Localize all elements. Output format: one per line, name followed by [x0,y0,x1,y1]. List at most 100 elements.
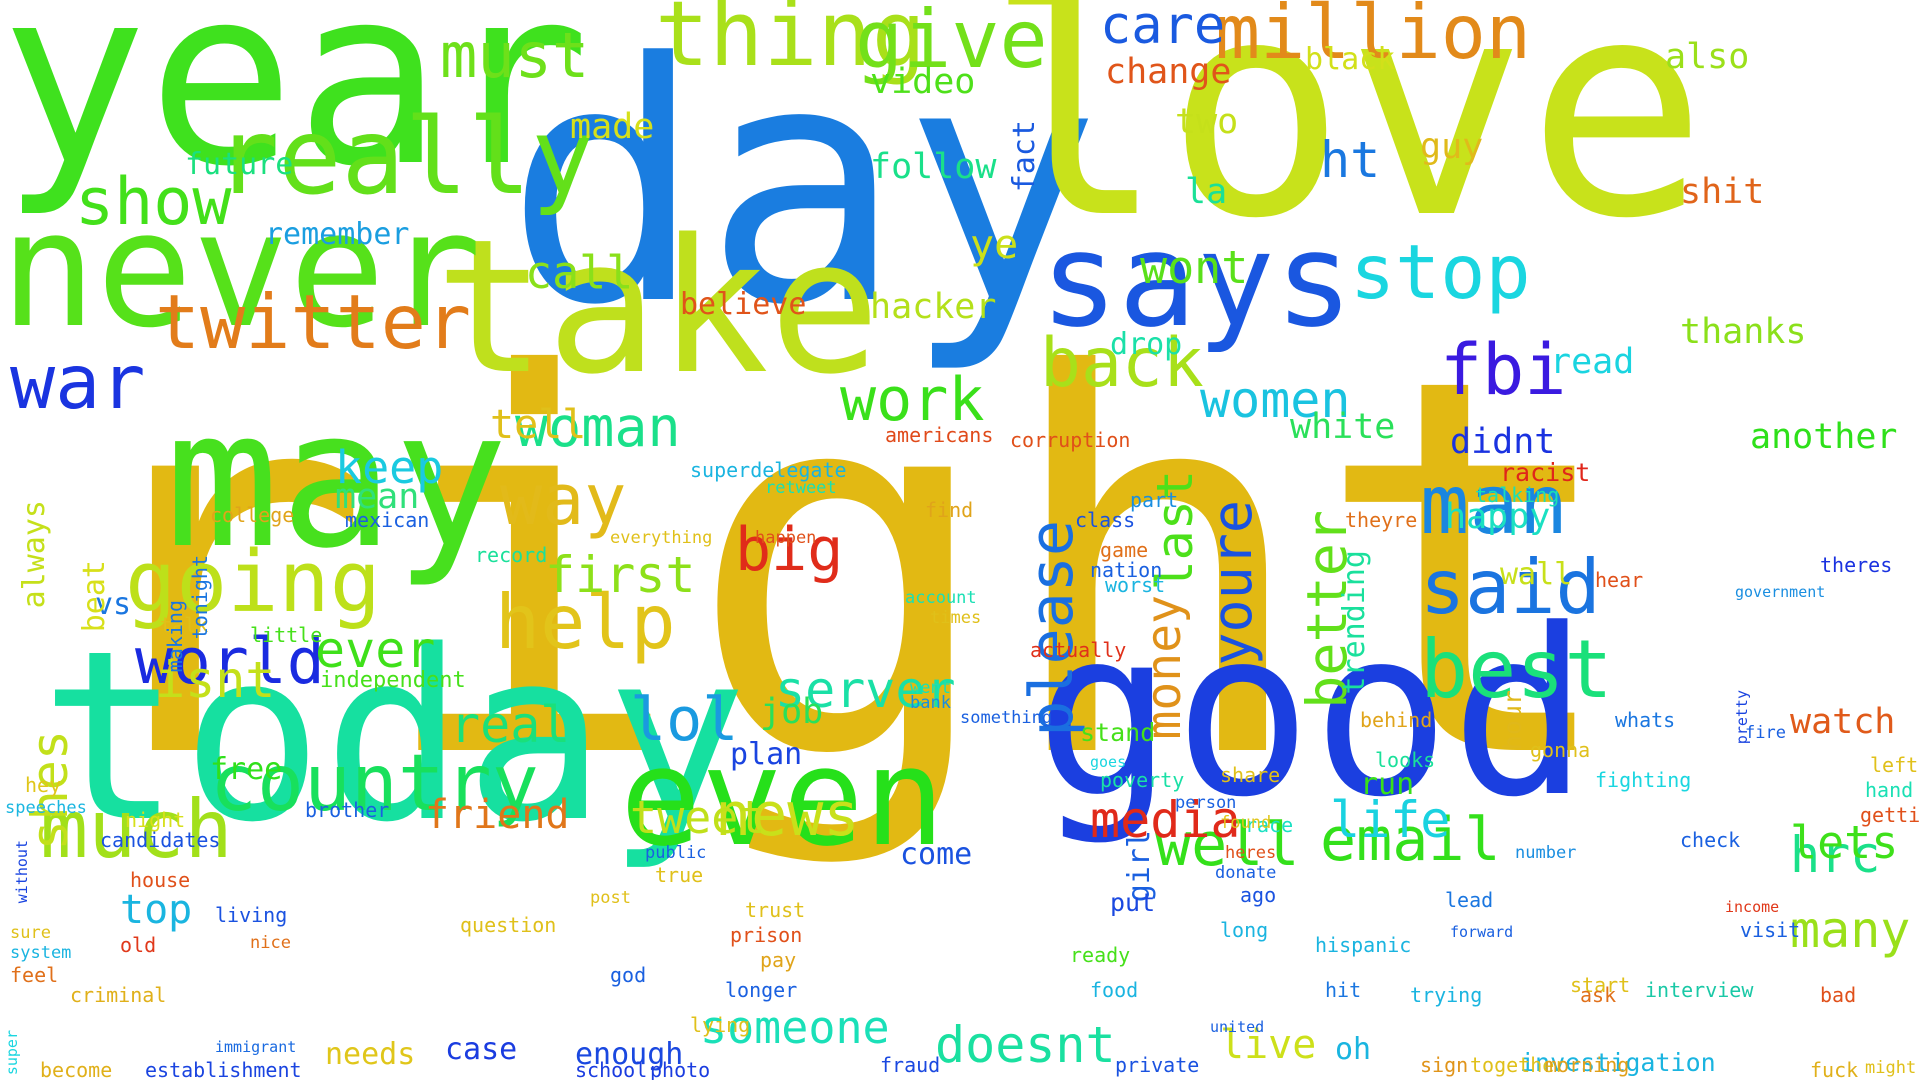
word-life: life [1330,791,1451,849]
word-beat: beat [77,560,112,633]
word-interview: interview [1645,978,1754,1002]
word-shit: shit [1680,172,1765,212]
word-bad: bad [1820,983,1857,1007]
word-government: government [1735,583,1826,601]
word-work: work [840,365,985,435]
word-must: must [440,19,590,92]
word-never: never [0,176,482,363]
word-real: real [450,696,571,754]
word-superdelegate: superdelegate [690,458,847,482]
word-lol: lol [630,685,739,755]
word-brother: brother [305,798,390,822]
word-live: live [1220,1022,1317,1068]
word-establishment: establishment [145,1058,302,1080]
word-independent: independent [320,668,466,693]
word-first: first [545,546,696,604]
word-nice: nice [250,933,291,953]
word-today: today [40,601,748,874]
word-news: news [715,780,860,850]
word-happy: happy [1445,497,1551,537]
word-start: start [1570,973,1631,997]
word-speeches: speeches [5,798,87,818]
word-another: another [1750,417,1898,457]
word-black: black [1305,42,1396,77]
word-put: put [1110,888,1156,917]
word-morning: morning [1545,1053,1630,1077]
word-hacker: hacker [870,287,997,327]
word-ago: ago [1240,883,1277,907]
word-drop: drop [1110,327,1183,362]
word-youre: youre [1200,500,1264,666]
word-year: year [0,0,591,220]
word-follow: follow [870,147,997,187]
word-fire: fire [1745,723,1786,743]
word-true: true [655,863,704,887]
word-feel: feel [10,963,59,987]
word-wall: wall [1500,557,1573,592]
word-thing: thing [655,0,926,87]
word-something: something [960,708,1053,728]
word-also: also [1665,37,1750,77]
word-criminal: criminal [70,983,167,1007]
word-server: server [775,661,956,719]
word-found: found [1220,813,1272,833]
word-person: person [1175,793,1237,813]
word-change: change [1105,52,1232,92]
word-million: million [1215,0,1532,76]
word-twitter: twitter [155,278,472,366]
word-even: even [620,719,946,876]
word-game: game [1100,538,1149,562]
word-much: much [40,783,233,876]
word-mexican: mexican [345,508,430,532]
word-system: system [10,943,72,963]
word-may: may [165,369,509,590]
word-made: made [570,107,655,147]
word-guy: guy [1420,127,1484,167]
word-friend: friend [425,792,570,838]
word-care: care [1100,0,1226,56]
word-tonight: tonight [188,555,212,640]
word-keep: keep [335,441,444,494]
word-times: times [930,608,982,628]
word-world: world [135,625,325,698]
word-fighting: fighting [1595,768,1692,792]
word-went: went [910,678,951,698]
word-stop: stop [1350,228,1531,316]
word-la: la [1185,172,1228,212]
word-email: email [1320,805,1501,875]
word-left: left [1870,753,1919,777]
word-united: united [1210,1018,1265,1036]
word-hour: hour [1498,690,1527,751]
word-says: says [1040,204,1354,356]
word-many: many [1790,901,1911,959]
word-right: right [60,267,1626,873]
word-please: please [1017,520,1087,737]
word-take: take [435,199,881,415]
word-ye: ye [970,222,1019,268]
word-big: big [735,515,844,585]
word-give: give [855,0,1048,86]
word-talking: talking [1475,483,1560,507]
word-americans: americans [885,423,994,447]
word-sure: sure [10,923,51,943]
word-thanks: thanks [1680,312,1807,352]
word-media: media [1090,791,1241,849]
word-hand: hand [1865,778,1914,802]
word-actually: actually [1030,638,1127,662]
word-free: free [210,752,283,787]
word-watch: watch [1790,702,1896,742]
word-tell: tell [490,402,587,448]
word-didnt: didnt [1450,422,1556,462]
word-pretty: pretty [1733,690,1751,745]
word-enough: enough [575,1037,684,1072]
word-oh: oh [1335,1032,1372,1067]
word-become: become [40,1058,113,1080]
word-longer: longer [725,978,798,1002]
word-run: run [1360,767,1415,802]
word-fbi: fbi [1440,329,1567,411]
word-share: share [1220,763,1281,787]
word-bank: bank [910,693,951,713]
word-man: man [1420,458,1569,553]
word-hey: hey [25,773,62,797]
